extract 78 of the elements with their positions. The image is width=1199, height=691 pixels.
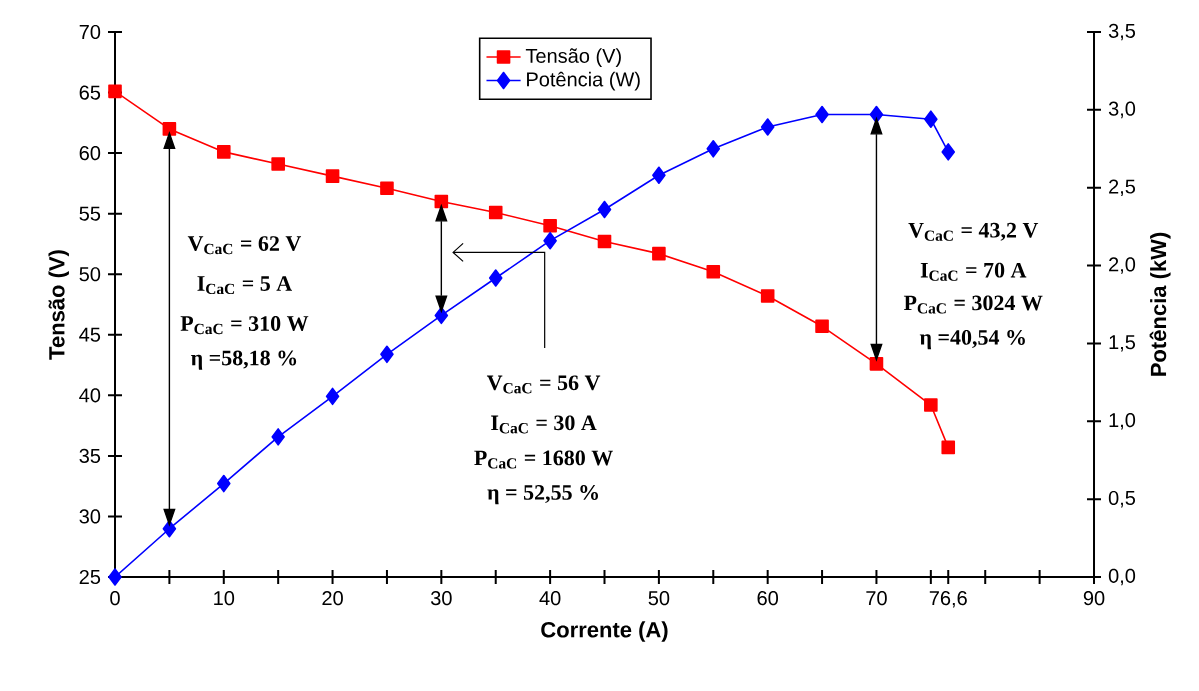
point <box>108 568 122 586</box>
point <box>941 143 956 161</box>
point <box>325 169 340 183</box>
y2-tick-label: 0,0 <box>1108 568 1136 586</box>
y-tick-label: 45 <box>79 327 101 342</box>
y2-axis-title: Potência (kW) <box>1149 232 1171 376</box>
point <box>869 357 884 371</box>
y2-tick-label: 2,5 <box>1109 179 1136 196</box>
point <box>597 200 612 219</box>
annotation: η = 52,55 % <box>487 485 598 505</box>
legend-label: Tensão (V) <box>525 48 621 67</box>
annotation: I$_{CaC}$ = 70 A <box>920 262 1027 281</box>
y2-tick-label: 1,0 <box>1109 413 1136 430</box>
point <box>380 181 394 196</box>
point <box>760 118 775 136</box>
x-tick-label: 60 <box>757 591 779 606</box>
point <box>706 139 721 158</box>
point <box>815 105 829 124</box>
point <box>652 166 666 185</box>
x-tick-label: 10 <box>214 591 235 606</box>
legend-label: Potência (W) <box>527 71 640 91</box>
y-tick-label: 40 <box>79 388 101 403</box>
annotation: P$_{CaC}$ = 1680 W <box>474 450 613 469</box>
y2-tick-label: 0,5 <box>1108 490 1136 508</box>
y-tick-label: 55 <box>79 206 101 221</box>
point <box>815 319 829 334</box>
x-tick-label: 20 <box>322 591 343 606</box>
point <box>869 105 884 124</box>
annotation: V$_{CaC}$ = 43,2 V <box>908 222 1039 241</box>
point <box>760 289 775 303</box>
x-tick-label: 0 <box>110 591 120 606</box>
y-tick-label: 50 <box>79 267 101 282</box>
point <box>488 269 503 287</box>
point <box>543 218 557 233</box>
point <box>380 345 394 364</box>
point <box>488 205 503 220</box>
point <box>924 398 938 412</box>
annotation: I$_{CaC}$ = 30 A <box>491 415 597 434</box>
y2-tick-label: 1,5 <box>1109 335 1136 352</box>
x-tick-label: 76,6 <box>929 591 967 608</box>
y-tick-label: 35 <box>79 448 101 463</box>
y2-tick-label: 3,5 <box>1108 23 1136 41</box>
y-tick-label: 65 <box>79 85 101 100</box>
y-tick-label: 30 <box>79 509 101 524</box>
y-tick-label: 60 <box>79 146 101 161</box>
y2-tick-label: 2,0 <box>1109 257 1136 274</box>
point <box>162 122 177 136</box>
point <box>162 519 177 538</box>
point <box>543 231 557 250</box>
x-tick-label: 90 <box>1083 591 1105 606</box>
point <box>271 428 285 446</box>
y2-tick-label: 3,0 <box>1108 101 1136 119</box>
point <box>108 84 122 99</box>
point <box>434 306 449 325</box>
point <box>597 234 612 249</box>
annotation: V$_{CaC}$ = 56 V <box>486 375 601 394</box>
annotation: P$_{CaC}$ = 3024 W <box>903 295 1043 314</box>
x-tick-label: 50 <box>648 591 670 606</box>
annotation: V$_{CaC}$ = 62 V <box>187 236 302 255</box>
y-tick-label: 70 <box>79 24 101 40</box>
point <box>706 265 721 279</box>
point <box>652 246 666 261</box>
annotation: η =40,54 % <box>919 329 1025 350</box>
x-tick-label: 30 <box>430 591 452 606</box>
y-axis-title: Tensão (V) <box>48 250 69 360</box>
point <box>216 145 231 159</box>
x-tick-label: 40 <box>539 591 561 606</box>
annotation: η =58,18 % <box>191 350 297 370</box>
annotation: P$_{CaC}$ = 310 W <box>180 316 309 335</box>
point <box>271 157 285 171</box>
point <box>325 387 340 406</box>
x-axis-title: Corrente (A) <box>541 621 668 642</box>
y-tick-label: 25 <box>79 569 101 585</box>
point <box>941 440 956 455</box>
x-tick-label: 70 <box>866 591 887 606</box>
point <box>924 110 938 128</box>
annotation: I$_{CaC}$ = 5 A <box>197 276 292 295</box>
point <box>216 474 231 493</box>
